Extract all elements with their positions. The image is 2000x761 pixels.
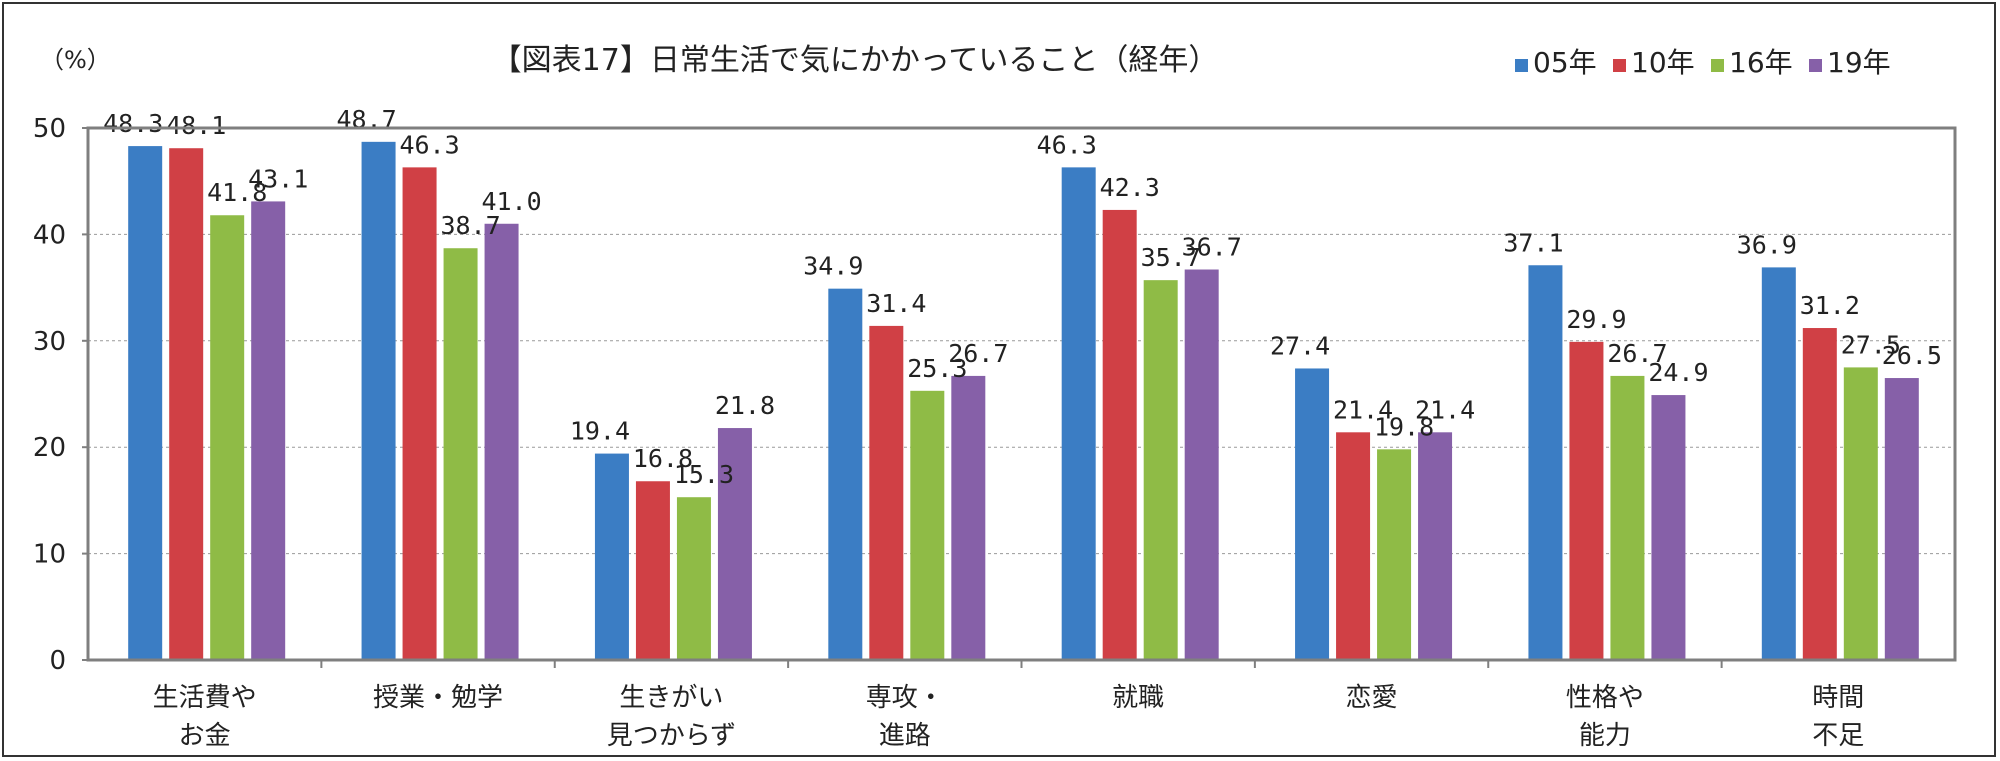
data-label: 31.4 (866, 289, 926, 318)
data-label: 16.8 (633, 444, 693, 473)
data-label: 31.2 (1800, 291, 1860, 320)
legend-label: 05年 (1533, 46, 1597, 79)
x-axis-label: 授業・勉学 (373, 683, 503, 713)
legend-label: 10年 (1631, 46, 1695, 79)
bar (1884, 378, 1919, 660)
bar (128, 146, 163, 660)
bar (484, 223, 519, 660)
axes (86, 126, 1957, 668)
legend: 05年 10年 16年 19年 (1515, 46, 1891, 79)
bar (169, 148, 204, 660)
data-label: 41.0 (481, 187, 541, 216)
data-label: 24.9 (1648, 358, 1708, 387)
x-axis-label: お金 (179, 721, 231, 751)
data-label: 19.4 (570, 417, 630, 446)
y-tick-label: 10 (33, 540, 66, 570)
y-axis-ticks: 0 10 20 30 40 50 (33, 114, 88, 676)
bar (828, 288, 863, 660)
bar (1418, 432, 1453, 660)
y-tick-label: 20 (33, 433, 66, 463)
x-axis-label: 性格や (1566, 683, 1644, 713)
bar (676, 497, 711, 660)
legend-swatch (1613, 59, 1626, 72)
data-label: 34.9 (803, 252, 863, 281)
bar (869, 325, 904, 660)
y-tick-label: 40 (33, 220, 66, 250)
y-tick-label: 50 (33, 114, 66, 144)
chart-title: 【図表17】日常生活で気にかかっていること（経年） (492, 43, 1219, 78)
x-axis-label: 恋愛 (1346, 683, 1398, 713)
x-axis-label: 見つからず (607, 721, 736, 751)
bar (910, 390, 945, 660)
bar (1377, 449, 1412, 660)
bar (1143, 280, 1178, 660)
legend-swatch (1711, 59, 1724, 72)
data-label: 48.3 (103, 109, 163, 138)
x-axis-label: 能力 (1579, 721, 1631, 751)
bar (251, 201, 286, 660)
data-label: 36.9 (1737, 230, 1797, 259)
bar (402, 167, 437, 661)
y-tick-label: 30 (33, 327, 66, 357)
data-label: 46.3 (399, 130, 459, 159)
bar (717, 428, 752, 660)
data-label: 26.5 (1882, 341, 1942, 370)
data-label: 41.8 (207, 178, 267, 207)
data-label: 48.1 (166, 111, 226, 140)
data-label: 26.7 (948, 339, 1008, 368)
bar (1102, 209, 1137, 661)
legend-swatch (1515, 59, 1528, 72)
data-label: 46.3 (1037, 130, 1097, 159)
bar (1843, 367, 1878, 660)
bar (361, 141, 396, 660)
x-axis-label: 不足 (1812, 721, 1864, 751)
data-label: 29.9 (1566, 305, 1626, 334)
legend-label: 19年 (1827, 46, 1891, 79)
bar (1651, 395, 1686, 660)
x-axis-label: 生きがい (619, 683, 723, 713)
data-label: 21.4 (1415, 395, 1475, 424)
bar (1761, 267, 1796, 660)
data-label: 21.4 (1333, 395, 1393, 424)
bar (1528, 265, 1563, 660)
y-tick-label: 0 (49, 646, 66, 676)
bar (1061, 167, 1096, 661)
x-axis-label: 就職 (1112, 683, 1164, 713)
bar (1184, 269, 1219, 660)
bar (635, 481, 670, 660)
data-label: 21.8 (715, 391, 775, 420)
y-axis-unit: （%） (40, 46, 111, 74)
x-axis-label: 専攻・ (866, 683, 944, 713)
x-axis-label: 生活費や (153, 683, 257, 713)
legend-swatch (1809, 59, 1822, 72)
data-label: 27.4 (1270, 331, 1330, 360)
bar (1802, 328, 1837, 660)
data-label: 38.7 (440, 211, 500, 240)
bar (594, 453, 629, 660)
data-label: 35.7 (1141, 243, 1201, 272)
bar (951, 375, 986, 660)
bar (210, 215, 245, 661)
data-label: 26.7 (1607, 339, 1667, 368)
data-label: 42.3 (1100, 173, 1160, 202)
data-label: 19.8 (1374, 412, 1434, 441)
bar (1569, 341, 1604, 660)
x-axis-label: 進路 (879, 721, 931, 751)
data-label: 27.5 (1841, 330, 1901, 359)
bars (128, 141, 1919, 661)
data-label: 25.3 (907, 354, 967, 383)
data-label: 43.1 (248, 164, 308, 193)
bar (1336, 432, 1371, 660)
data-label: 15.3 (674, 460, 734, 489)
x-axis-label: 時間 (1812, 683, 1864, 713)
bar (1610, 375, 1645, 660)
data-label: 36.7 (1182, 233, 1242, 262)
legend-label: 16年 (1729, 46, 1793, 79)
data-labels: 48.3 48.141.843.148.746.338.741.019.416.8… (103, 105, 1942, 489)
bar (443, 248, 478, 660)
data-label: 37.1 (1503, 228, 1563, 257)
bar (1295, 368, 1330, 660)
